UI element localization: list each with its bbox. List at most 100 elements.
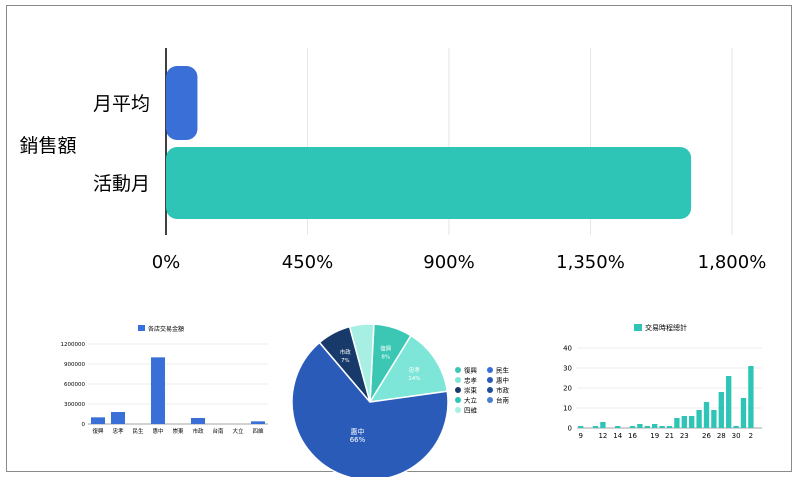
x-tick-label: 450%: [282, 252, 333, 273]
y-tick-label: 0: [568, 425, 572, 433]
legend-label: 交易時程總計: [645, 323, 687, 332]
y-tick-label: 1200000: [61, 342, 86, 348]
x-tick-label: 崇東: [172, 427, 184, 435]
category-label: 活動月: [93, 173, 150, 195]
bar: [629, 426, 636, 428]
legend-swatch: [634, 324, 642, 331]
x-tick-label: 惠中: [152, 427, 163, 435]
legend-label: 崇東: [464, 386, 478, 395]
legend-label: 復興: [464, 366, 478, 375]
y-tick-label: 600000: [64, 382, 85, 388]
bar: [681, 416, 687, 428]
x-tick-label: 市政: [192, 427, 204, 435]
bar: [718, 392, 724, 428]
pie-slice: [348, 323, 375, 403]
y-tick-label: 900000: [64, 362, 85, 368]
slice-label: 惠中: [350, 427, 364, 436]
bar: [592, 426, 599, 428]
bar: [191, 418, 205, 424]
pie-slice: [291, 341, 449, 477]
legend-swatch: [455, 387, 461, 393]
bar: [748, 366, 754, 428]
bar: [111, 412, 125, 424]
bar: [726, 376, 732, 428]
slice-value: 7%: [341, 358, 350, 364]
legend-swatch: [455, 397, 461, 403]
legend-label: 大立: [464, 396, 478, 405]
y-tick-label: 40: [563, 345, 572, 353]
bar: [652, 424, 658, 428]
bar: [251, 421, 265, 424]
slice-label: 忠孝: [409, 366, 421, 374]
transaction-timeline-bar-chart: 交易時程總計 0 10 20 30 40 9 12 14 16 19 21 23 26 28 30 2: [563, 323, 762, 440]
legend-swatch: [487, 367, 493, 373]
legend-label: 惠中: [496, 376, 509, 385]
bar: [733, 426, 739, 428]
legend-swatch: [455, 377, 461, 383]
x-tick-label: 0%: [152, 252, 181, 273]
legend-swatch: [455, 367, 461, 373]
legend-swatch: [455, 407, 461, 413]
bar: [91, 417, 105, 424]
bar: [659, 426, 665, 428]
x-tick-label: 2: [749, 432, 753, 440]
slice-value: 8%: [381, 354, 390, 360]
y-tick-label: 10: [563, 405, 572, 413]
x-tick-label: 28: [717, 432, 726, 440]
bar: [740, 398, 747, 428]
bar: [637, 424, 643, 428]
store-transaction-bar-chart: 各店交易金額 0 300000 600000 900000 1200000 復興 忠孝 民生…: [61, 325, 268, 435]
legend-label: 市政: [496, 386, 510, 395]
bar: [151, 357, 165, 424]
legend-label: 民生: [496, 366, 510, 375]
y-tick-label: 0: [82, 422, 86, 428]
legend-label: 忠孝: [464, 377, 478, 385]
x-tick-label: 23: [680, 432, 689, 440]
bar: [689, 416, 695, 428]
bar: [600, 422, 606, 428]
x-tick-label: 1,350%: [556, 252, 625, 273]
x-tick-label: 30: [732, 432, 741, 440]
x-tick-label: 忠孝: [112, 427, 124, 435]
slice-value: 14%: [408, 376, 420, 382]
legend-label: 四維: [464, 406, 478, 415]
slice-label: 復興: [380, 344, 392, 352]
pie-slice: [368, 334, 449, 403]
x-tick-label: 台南: [212, 427, 224, 435]
bar: [615, 426, 621, 428]
x-tick-label: 26: [702, 432, 711, 440]
bar: [674, 418, 680, 428]
x-tick-label: 21: [665, 432, 674, 440]
x-tick-label: 復興: [92, 427, 104, 435]
x-tick-label: 大立: [232, 427, 244, 435]
bar: [666, 426, 673, 428]
bar-campaign-month: [166, 147, 692, 219]
y-tick-label: 30: [563, 365, 572, 373]
x-tick-label: 900%: [423, 252, 474, 273]
legend-swatch: [487, 377, 493, 383]
x-tick-label: 19: [650, 432, 659, 440]
x-tick-label: 民生: [132, 427, 144, 435]
x-tick-label: 14: [613, 432, 622, 440]
legend-swatch: [487, 387, 493, 393]
legend-label: 各店交易金額: [148, 325, 184, 333]
bar-monthly-average: [166, 66, 198, 140]
bar: [696, 410, 702, 428]
y-tick-label: 300000: [64, 402, 85, 408]
x-tick-label: 1,800%: [698, 252, 767, 273]
slice-value: 66%: [350, 436, 366, 444]
slice-label: 市政: [340, 348, 352, 356]
legend-label: 台南: [496, 396, 510, 405]
x-tick-label: 16: [628, 432, 637, 440]
x-tick-label: 9: [578, 432, 582, 440]
legend-swatch: [138, 325, 145, 331]
y-axis-label: 銷售額: [19, 135, 76, 157]
x-tick-label: 12: [598, 432, 607, 440]
bar: [644, 426, 650, 428]
y-tick-label: 20: [563, 385, 572, 393]
category-label: 月平均: [93, 93, 150, 115]
bar: [578, 426, 584, 428]
bar: [703, 402, 710, 428]
